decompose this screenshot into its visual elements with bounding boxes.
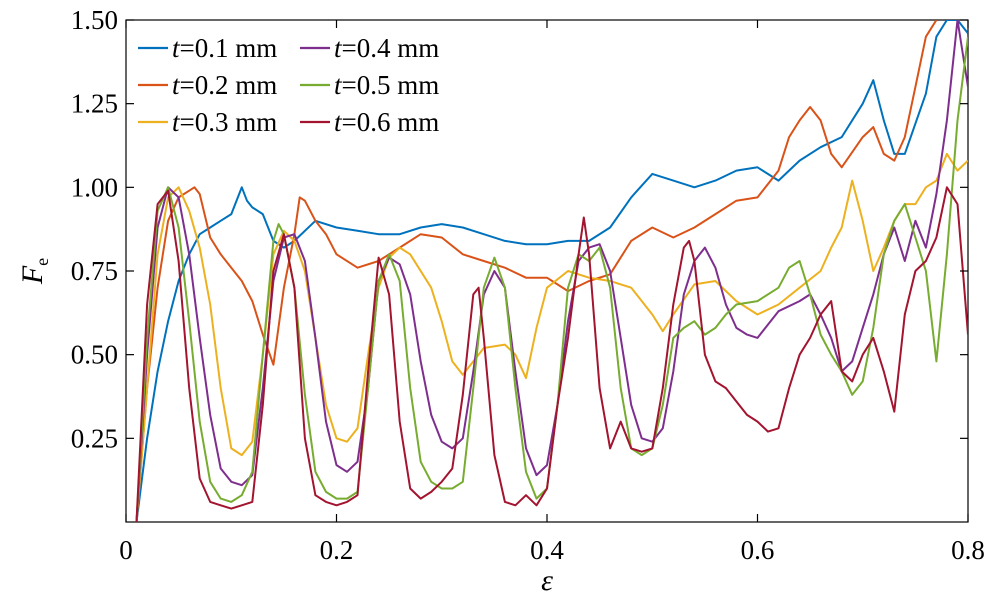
- x-axis-label: ε: [541, 564, 553, 597]
- y-axis-label-subscript: e: [32, 258, 52, 266]
- legend-label-2: t=0.2 mm: [172, 70, 277, 100]
- y-axis-label: Fe: [16, 258, 52, 285]
- x-tick-label: 0.6: [741, 535, 775, 565]
- x-tick-label: 0.2: [320, 535, 354, 565]
- legend-label-5: t=0.5 mm: [334, 70, 439, 100]
- y-axis-label-main: F: [16, 265, 49, 285]
- x-tick-label: 0.4: [530, 535, 564, 565]
- x-tick-label: 0.8: [951, 535, 985, 565]
- y-tick-label: 1.25: [71, 89, 118, 119]
- legend-label-3: t=0.3 mm: [172, 107, 277, 137]
- series-line-1: [135, 20, 968, 522]
- series-layer: [135, 20, 968, 522]
- series-line-2: [135, 20, 938, 522]
- x-axis: 0 0.2 0.4 0.6 0.8: [119, 20, 985, 565]
- y-tick-label: 0.25: [71, 423, 118, 453]
- legend-label-6: t=0.6 mm: [334, 107, 439, 137]
- y-tick-label: 1.50: [71, 5, 118, 35]
- legend: t=0.1 mm t=0.2 mm t=0.3 mm t=0.4 mm t=0.5 mm…: [138, 33, 439, 137]
- y-axis: 0.25 0.50 0.75 1.00 1.25 1.50: [71, 5, 968, 453]
- x-tick-label: 0: [119, 535, 133, 565]
- series-line-6: [135, 186, 968, 522]
- series-line-5: [135, 36, 968, 522]
- y-tick-label: 0.75: [71, 256, 118, 286]
- y-tick-label: 0.50: [71, 340, 118, 370]
- series-line-3: [135, 152, 968, 522]
- legend-label-4: t=0.4 mm: [334, 33, 439, 63]
- y-tick-label: 1.00: [71, 172, 118, 202]
- legend-label-1: t=0.1 mm: [172, 33, 277, 63]
